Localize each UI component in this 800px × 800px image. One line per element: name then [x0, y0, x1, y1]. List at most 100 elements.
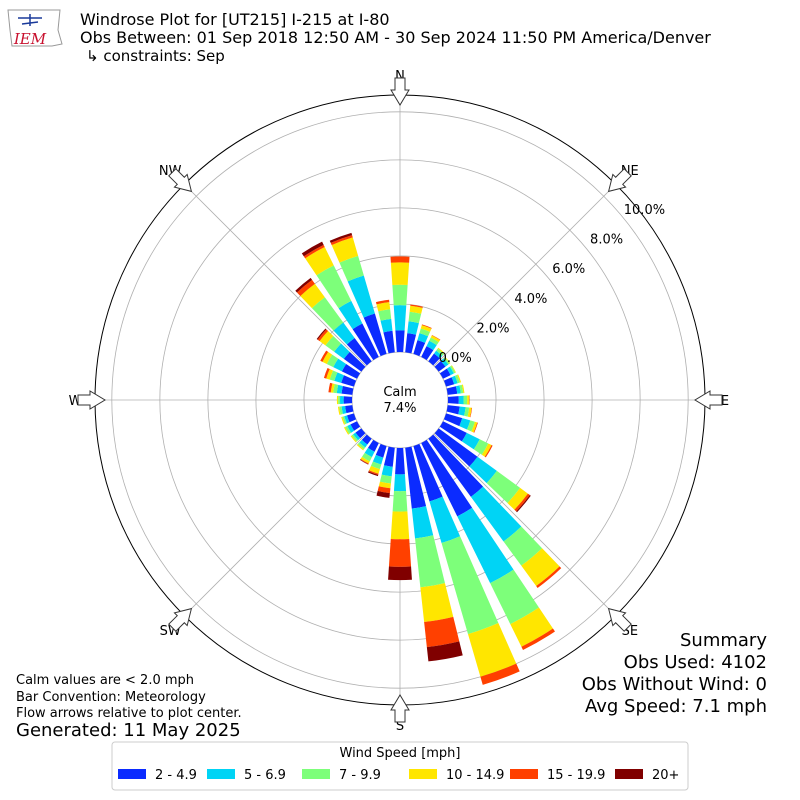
bar-segment — [379, 474, 392, 484]
legend-swatch — [615, 769, 643, 779]
bar-segment — [469, 407, 473, 418]
compass-arrow-shape — [168, 607, 193, 632]
bar-segment — [468, 623, 517, 677]
bar-segment — [361, 434, 372, 445]
bar-segment — [405, 446, 427, 509]
summary-line: Avg Speed: 7.1 mph — [585, 696, 767, 717]
compass-arrow — [77, 390, 106, 410]
compass-arrow — [694, 390, 723, 410]
bar-segment — [346, 338, 372, 366]
bar-segment — [458, 395, 464, 405]
bar-segment — [375, 443, 387, 458]
bar-segment — [360, 456, 370, 464]
bar-segment — [376, 490, 390, 498]
bar-segment — [466, 420, 475, 432]
note: Calm values are < 2.0 mph — [16, 673, 194, 688]
bar-segment — [429, 496, 461, 543]
bar-segment — [449, 365, 456, 374]
bar-segment — [439, 368, 451, 379]
bar-segment — [436, 348, 445, 356]
bar-segment — [413, 443, 443, 502]
bar-segment — [383, 330, 395, 354]
legend-title: Wind Speed [mph] — [340, 746, 461, 761]
compass-arrow-shape — [77, 390, 106, 410]
bar-segment — [364, 447, 375, 458]
chart-title: Windrose Plot for [UT215] I-215 at I-80 — [80, 10, 390, 29]
bar-segment — [420, 583, 454, 623]
legend-swatch — [207, 769, 235, 779]
bar-segment — [408, 311, 422, 324]
bar-segment — [341, 375, 357, 387]
bar-segment — [454, 374, 460, 384]
bar-segment — [338, 300, 363, 330]
bar-segment — [334, 372, 344, 383]
compass-arrow — [607, 607, 632, 632]
calm-area — [353, 353, 447, 447]
compass-arrow — [390, 77, 410, 106]
bar-segment — [360, 458, 369, 465]
bar-segment — [444, 356, 451, 364]
bar-segment — [357, 442, 366, 450]
bar-segment — [377, 486, 391, 494]
bar-segment — [368, 470, 379, 475]
bar-segment — [441, 536, 499, 635]
bar-segment — [342, 416, 347, 425]
logo-icon — [18, 14, 42, 26]
bar-segment — [347, 424, 355, 433]
bar-segment — [337, 406, 341, 415]
x-tick-label: E — [721, 394, 729, 409]
bar-segment — [361, 452, 372, 462]
bar-segment — [338, 395, 341, 405]
bar-segment — [417, 333, 429, 343]
bar-segment — [329, 370, 338, 381]
bar-segment — [461, 384, 465, 394]
bar-segment — [343, 396, 353, 404]
bar-segment — [411, 506, 434, 539]
bar-segment — [343, 351, 366, 372]
bar-segment — [455, 385, 461, 394]
bar-segment — [468, 395, 470, 405]
bar-segment — [439, 421, 467, 442]
bar-segment — [390, 262, 410, 286]
bar-segment — [356, 444, 364, 451]
bar-segment — [458, 406, 466, 416]
bar-segment — [344, 427, 350, 435]
compass-arrow-shape — [607, 607, 632, 632]
bar-segment — [434, 360, 446, 372]
bar-segment — [341, 385, 354, 395]
bar-segment — [484, 445, 493, 458]
bar-segment — [443, 377, 455, 387]
bar-segment — [451, 375, 458, 385]
bar-segment — [451, 365, 456, 373]
bar-segment — [392, 491, 408, 512]
x-tick-label: S — [396, 719, 404, 734]
bar-segment — [516, 495, 531, 513]
legend-label: 20+ — [652, 768, 679, 783]
bar-segment — [443, 413, 463, 427]
bar-segment — [353, 432, 361, 441]
bar-segment — [368, 471, 379, 477]
bar-segment — [390, 511, 410, 540]
bar-segment — [317, 329, 329, 342]
summary-line: Obs Used: 4102 — [624, 652, 767, 673]
summary-line: Obs Without Wind: 0 — [582, 674, 767, 695]
bar-segment — [326, 368, 334, 380]
compass-arrow-shape — [168, 168, 193, 193]
bar-segment — [521, 628, 555, 650]
bar-segment — [421, 439, 473, 517]
bar-segment — [434, 350, 443, 359]
bar-segment — [443, 357, 450, 365]
bar-segment — [480, 663, 520, 685]
compass-arrow-shape — [390, 77, 410, 106]
bar-segment — [390, 256, 410, 263]
bar-segment — [457, 507, 514, 584]
bar-segment — [372, 454, 384, 465]
y-tick-label: 6.0% — [552, 262, 585, 277]
bar-segment — [350, 421, 361, 431]
bar-segment — [363, 313, 387, 357]
note: Flow arrows relative to plot center. — [16, 706, 242, 721]
generated-date: Generated: 11 May 2025 — [16, 720, 241, 741]
bar-segment — [471, 421, 478, 433]
grid-line — [184, 184, 367, 367]
bar-segment — [421, 346, 434, 361]
